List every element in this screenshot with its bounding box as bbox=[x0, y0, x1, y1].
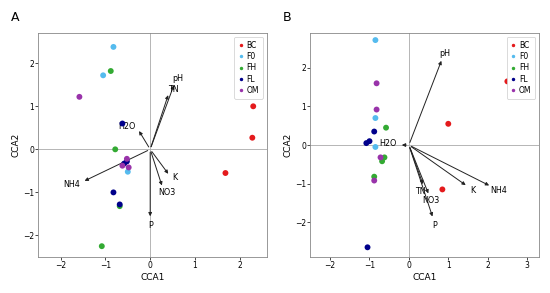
Text: A: A bbox=[11, 11, 19, 24]
X-axis label: CCA1: CCA1 bbox=[412, 273, 437, 282]
Point bbox=[118, 163, 127, 168]
Point bbox=[75, 94, 84, 99]
Point bbox=[118, 121, 127, 126]
Point bbox=[249, 104, 257, 109]
Point bbox=[123, 169, 132, 174]
Text: B: B bbox=[283, 11, 292, 24]
Point bbox=[116, 204, 124, 209]
Text: NO3: NO3 bbox=[422, 197, 439, 205]
Text: H2O: H2O bbox=[118, 122, 135, 132]
Text: NH4: NH4 bbox=[491, 186, 507, 195]
Point bbox=[371, 116, 380, 120]
Text: H2O: H2O bbox=[379, 139, 397, 148]
Point bbox=[109, 190, 118, 195]
Point bbox=[365, 139, 374, 144]
Point bbox=[370, 178, 378, 183]
Legend: BC, F0, FH, FL, OM: BC, F0, FH, FL, OM bbox=[507, 37, 535, 99]
Text: TN: TN bbox=[415, 187, 425, 196]
Point bbox=[248, 135, 257, 140]
Point bbox=[376, 155, 385, 160]
Point bbox=[370, 174, 378, 179]
Point bbox=[503, 79, 512, 84]
Point bbox=[444, 122, 453, 126]
Point bbox=[97, 244, 106, 248]
Text: TN: TN bbox=[168, 86, 179, 94]
Point bbox=[99, 73, 108, 78]
Point bbox=[120, 161, 129, 166]
Point bbox=[111, 147, 120, 152]
Point bbox=[371, 38, 380, 42]
Text: P: P bbox=[148, 222, 152, 231]
X-axis label: CCA1: CCA1 bbox=[140, 273, 164, 282]
Text: pH: pH bbox=[439, 49, 450, 58]
Point bbox=[109, 45, 118, 49]
Legend: BC, F0, FH, FL, OM: BC, F0, FH, FL, OM bbox=[234, 37, 263, 99]
Y-axis label: CCA2: CCA2 bbox=[11, 133, 20, 157]
Text: pH: pH bbox=[173, 74, 184, 83]
Point bbox=[372, 81, 381, 86]
Text: NO3: NO3 bbox=[158, 188, 176, 197]
Y-axis label: CCA2: CCA2 bbox=[283, 133, 293, 157]
Point bbox=[378, 159, 387, 163]
Point bbox=[123, 159, 131, 164]
Point bbox=[382, 125, 390, 130]
Point bbox=[362, 141, 371, 145]
Point bbox=[372, 107, 381, 112]
Point bbox=[123, 156, 131, 161]
Point bbox=[370, 129, 378, 134]
Point bbox=[371, 145, 380, 149]
Point bbox=[438, 187, 447, 192]
Point bbox=[116, 202, 124, 207]
Point bbox=[124, 165, 133, 170]
Point bbox=[221, 171, 230, 175]
Text: NH4: NH4 bbox=[63, 180, 80, 189]
Point bbox=[106, 69, 115, 73]
Text: K: K bbox=[470, 186, 475, 195]
Point bbox=[363, 245, 372, 250]
Text: K: K bbox=[172, 173, 178, 182]
Text: P: P bbox=[432, 221, 437, 230]
Point bbox=[380, 155, 389, 160]
